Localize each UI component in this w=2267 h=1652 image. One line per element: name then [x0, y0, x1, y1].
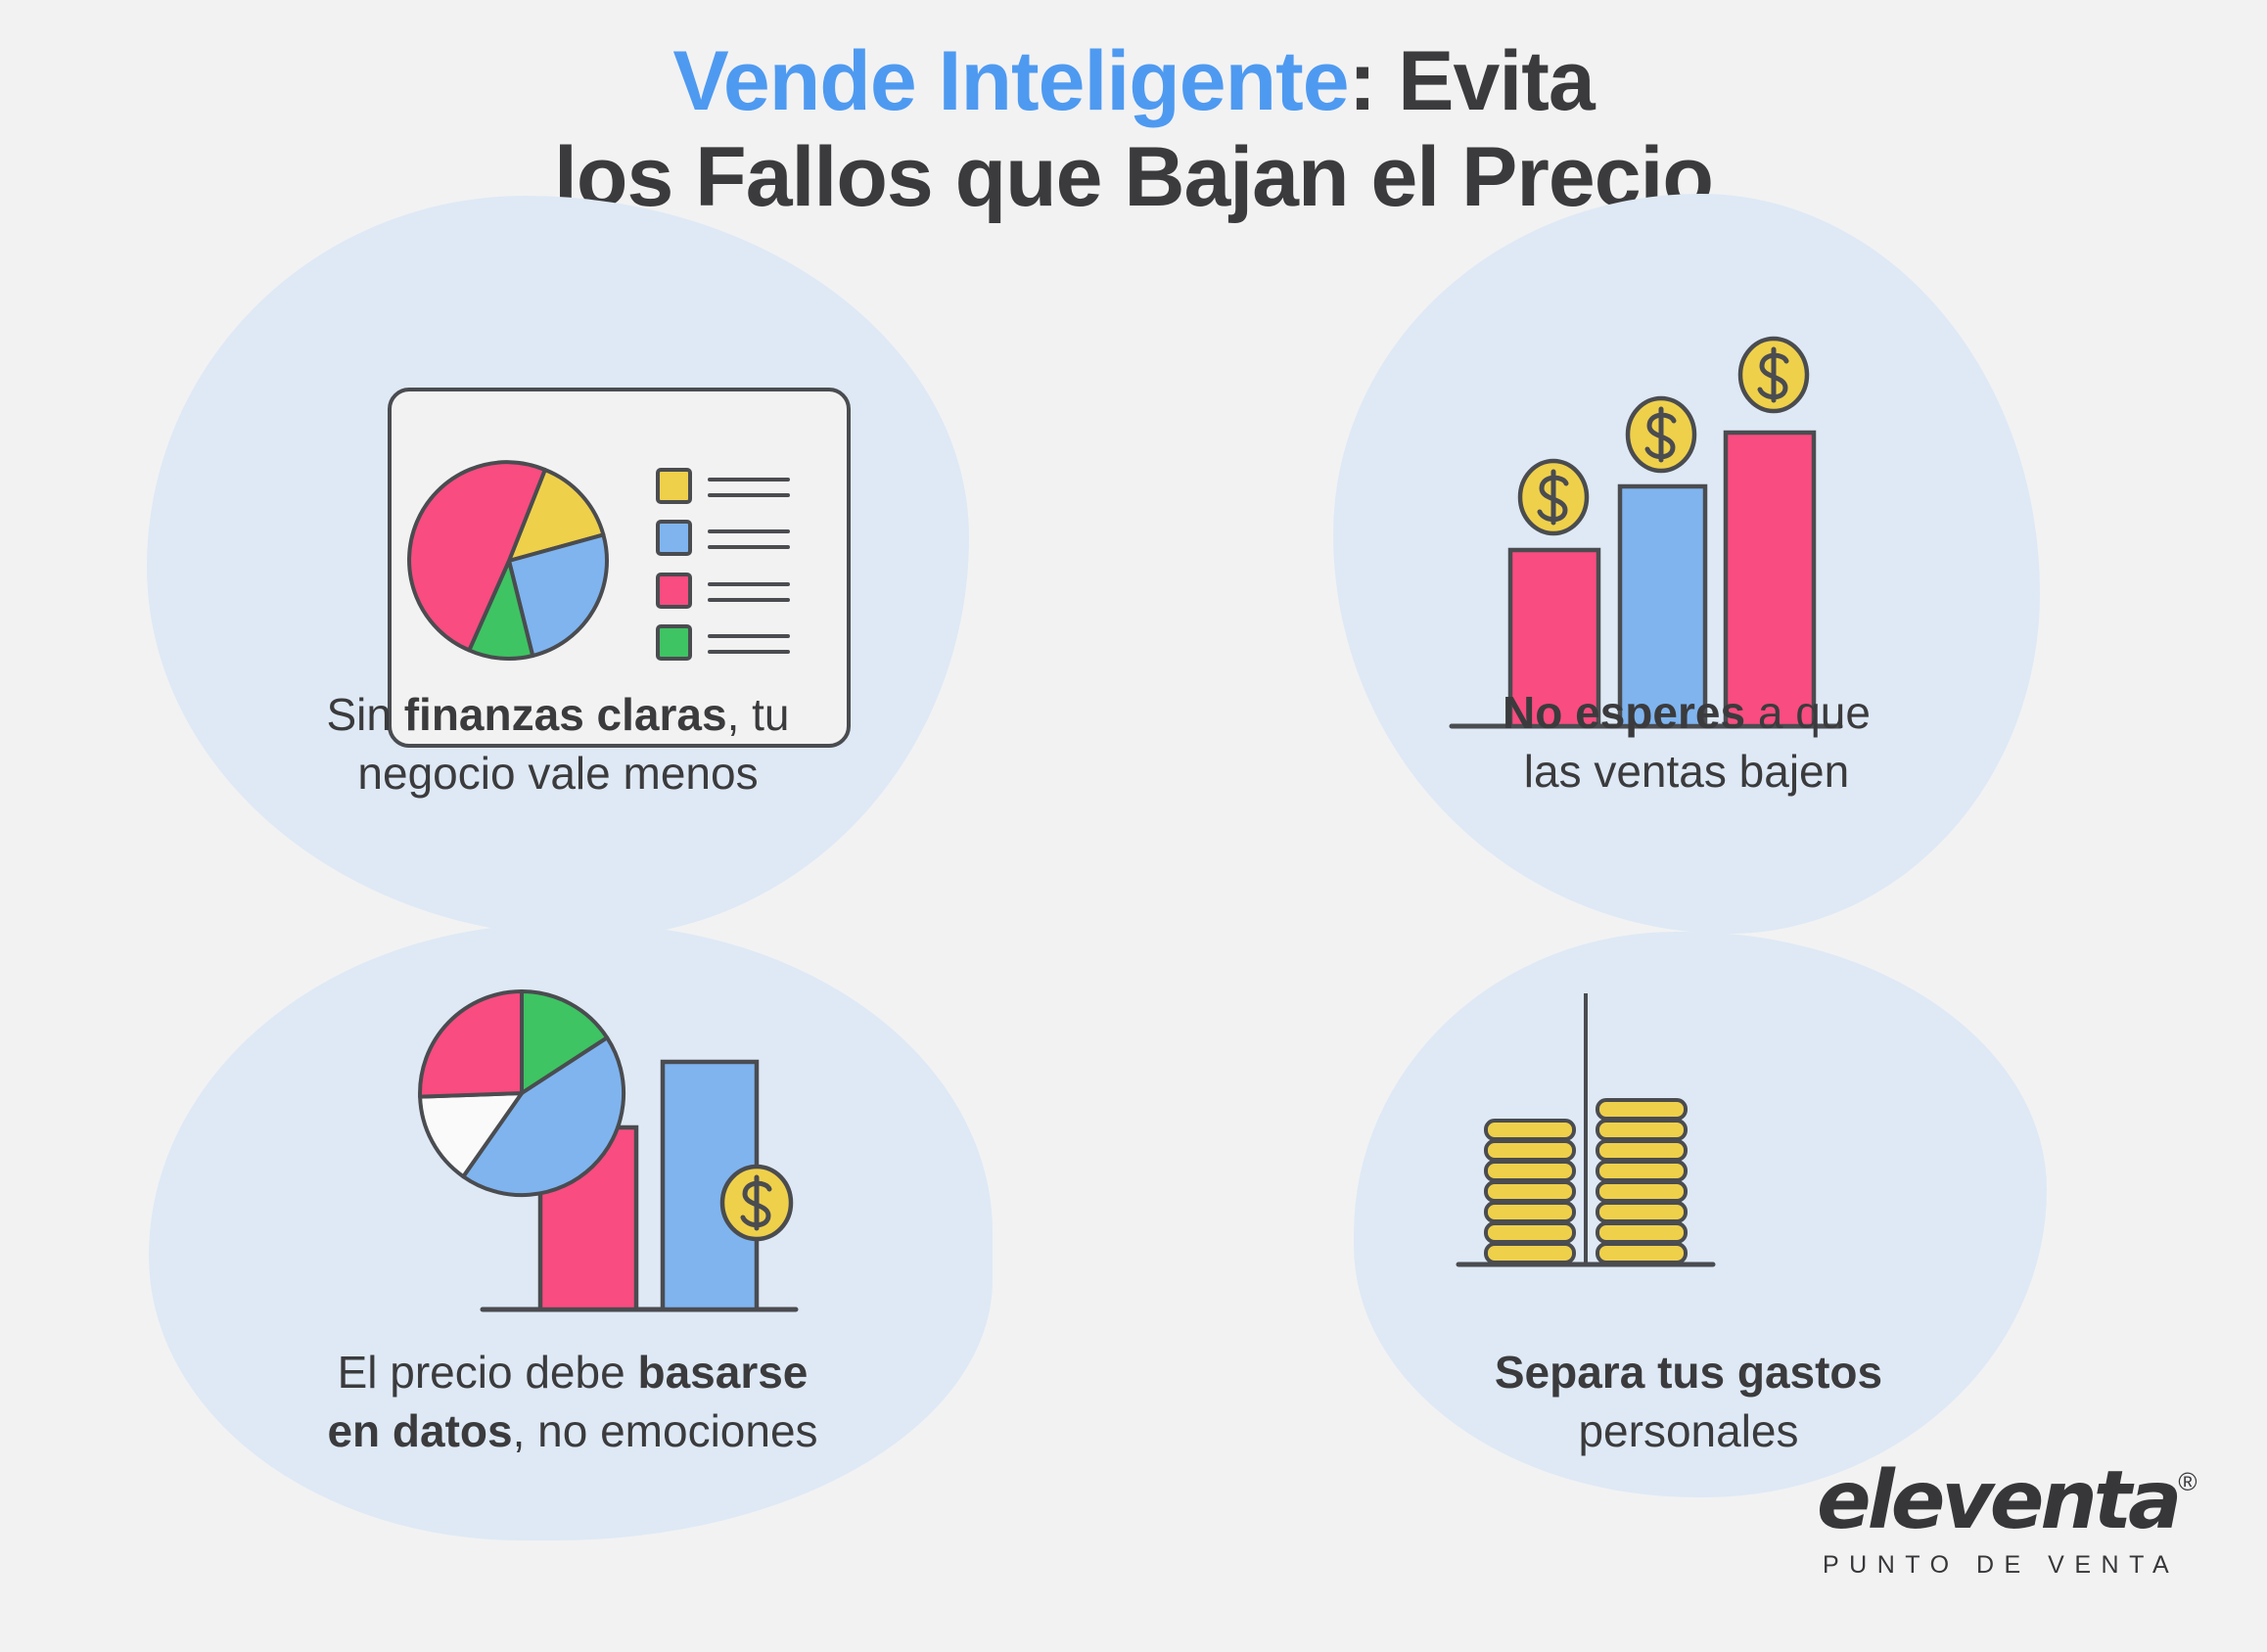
title-rest: : Evita: [1348, 34, 1596, 128]
dollar-coin-icon: [1737, 336, 1810, 414]
pie-slice-blue: [461, 1035, 626, 1198]
pie-chart-and-bars-with-coin-icon: [418, 989, 799, 1312]
pie-chart-presentation-board-icon: [388, 388, 851, 748]
chart-legend: [656, 468, 790, 661]
caption-line: El precio debe basarse: [171, 1343, 974, 1401]
brand-logo: eleventa® PUNTO DE VENTA: [1817, 1454, 2247, 1580]
bar-pink-tall: [1723, 430, 1817, 729]
page-title-line2: los Fallos que Bajan el Precio: [554, 130, 1714, 225]
pie-slice-pink: [418, 989, 524, 1099]
page-title: Vende Inteligente: Evita los Fallos que …: [0, 33, 2267, 225]
caption-line: Sin finanzas claras, tu: [166, 685, 949, 744]
caption-text: negocio vale menos: [357, 748, 759, 799]
pie-chart-icon: [418, 989, 626, 1198]
card-blob-separa-gastos: [1354, 932, 2047, 1497]
caption-text: El precio debe: [337, 1347, 638, 1398]
card-caption-finanzas: Sin finanzas claras, tu negocio vale men…: [166, 685, 949, 803]
caption-text: , tu: [726, 689, 790, 740]
registered-mark-icon: ®: [2178, 1467, 2198, 1496]
pie-slice-white: [418, 1091, 524, 1179]
dollar-coin-icon: [719, 1164, 794, 1242]
legend-swatch-pink: [656, 573, 692, 609]
pie-slice-green: [520, 989, 610, 1095]
brand-tagline: PUNTO DE VENTA: [1823, 1551, 2180, 1579]
caption-line: en datos, no emociones: [171, 1401, 974, 1460]
caption-line: No esperes a que: [1324, 683, 2049, 742]
title-highlight: Vende Inteligente: [672, 34, 1349, 128]
caption-text: personales: [1578, 1405, 1799, 1456]
bar-blue: [660, 1059, 760, 1312]
dollar-coin-icon: [1517, 458, 1590, 536]
caption-text-bold: Separa tus gastos: [1494, 1347, 1883, 1398]
dollar-coin-icon: [1625, 395, 1697, 474]
caption-text-bold: No esperes: [1503, 687, 1746, 738]
pie-slice-blue: [507, 532, 609, 658]
legend-swatch-green: [656, 624, 692, 661]
card-caption-separa-gastos: Separa tus gastos personales: [1341, 1343, 2036, 1460]
legend-swatch-blue: [656, 520, 692, 556]
caption-text: a que: [1745, 687, 1871, 738]
caption-text-bold: finanzas claras: [403, 689, 727, 740]
brand-wordmark: eleventa: [1817, 1454, 2182, 1547]
page-title-line1: Vende Inteligente: Evita: [0, 33, 2267, 129]
card-caption-no-esperes: No esperes a que las ventas bajen: [1324, 683, 2049, 801]
caption-text-bold: en datos: [327, 1405, 513, 1456]
brand-wordmark-row: eleventa®: [1817, 1454, 2247, 1547]
caption-line: negocio vale menos: [166, 744, 949, 803]
caption-line: personales: [1341, 1401, 2036, 1460]
caption-line: Separa tus gastos: [1341, 1343, 2036, 1401]
pie-chart-icon: [407, 460, 609, 662]
coin-stack-left: [1484, 1119, 1576, 1264]
card-caption-precio-datos: El precio debe basarse en datos, no emoc…: [171, 1343, 974, 1460]
pie-slice-pink: [407, 460, 547, 653]
caption-text: Sin: [326, 689, 404, 740]
caption-text-bold: basarse: [637, 1347, 809, 1398]
bar-pink-short: [1507, 547, 1601, 729]
caption-text: las ventas bajen: [1523, 746, 1850, 797]
pie-slice-yellow: [507, 468, 606, 563]
legend-swatch-yellow: [656, 468, 692, 504]
bar-blue-medium: [1617, 483, 1708, 729]
rising-bar-chart-with-dollar-coins-icon: [1449, 336, 1843, 729]
coin-stack-right: [1596, 1098, 1688, 1264]
caption-line: las ventas bajen: [1324, 742, 2049, 801]
caption-text: , no emociones: [512, 1405, 818, 1456]
legend-text-lines: [708, 478, 790, 654]
divided-coin-stacks-icon: [1456, 993, 1716, 1267]
